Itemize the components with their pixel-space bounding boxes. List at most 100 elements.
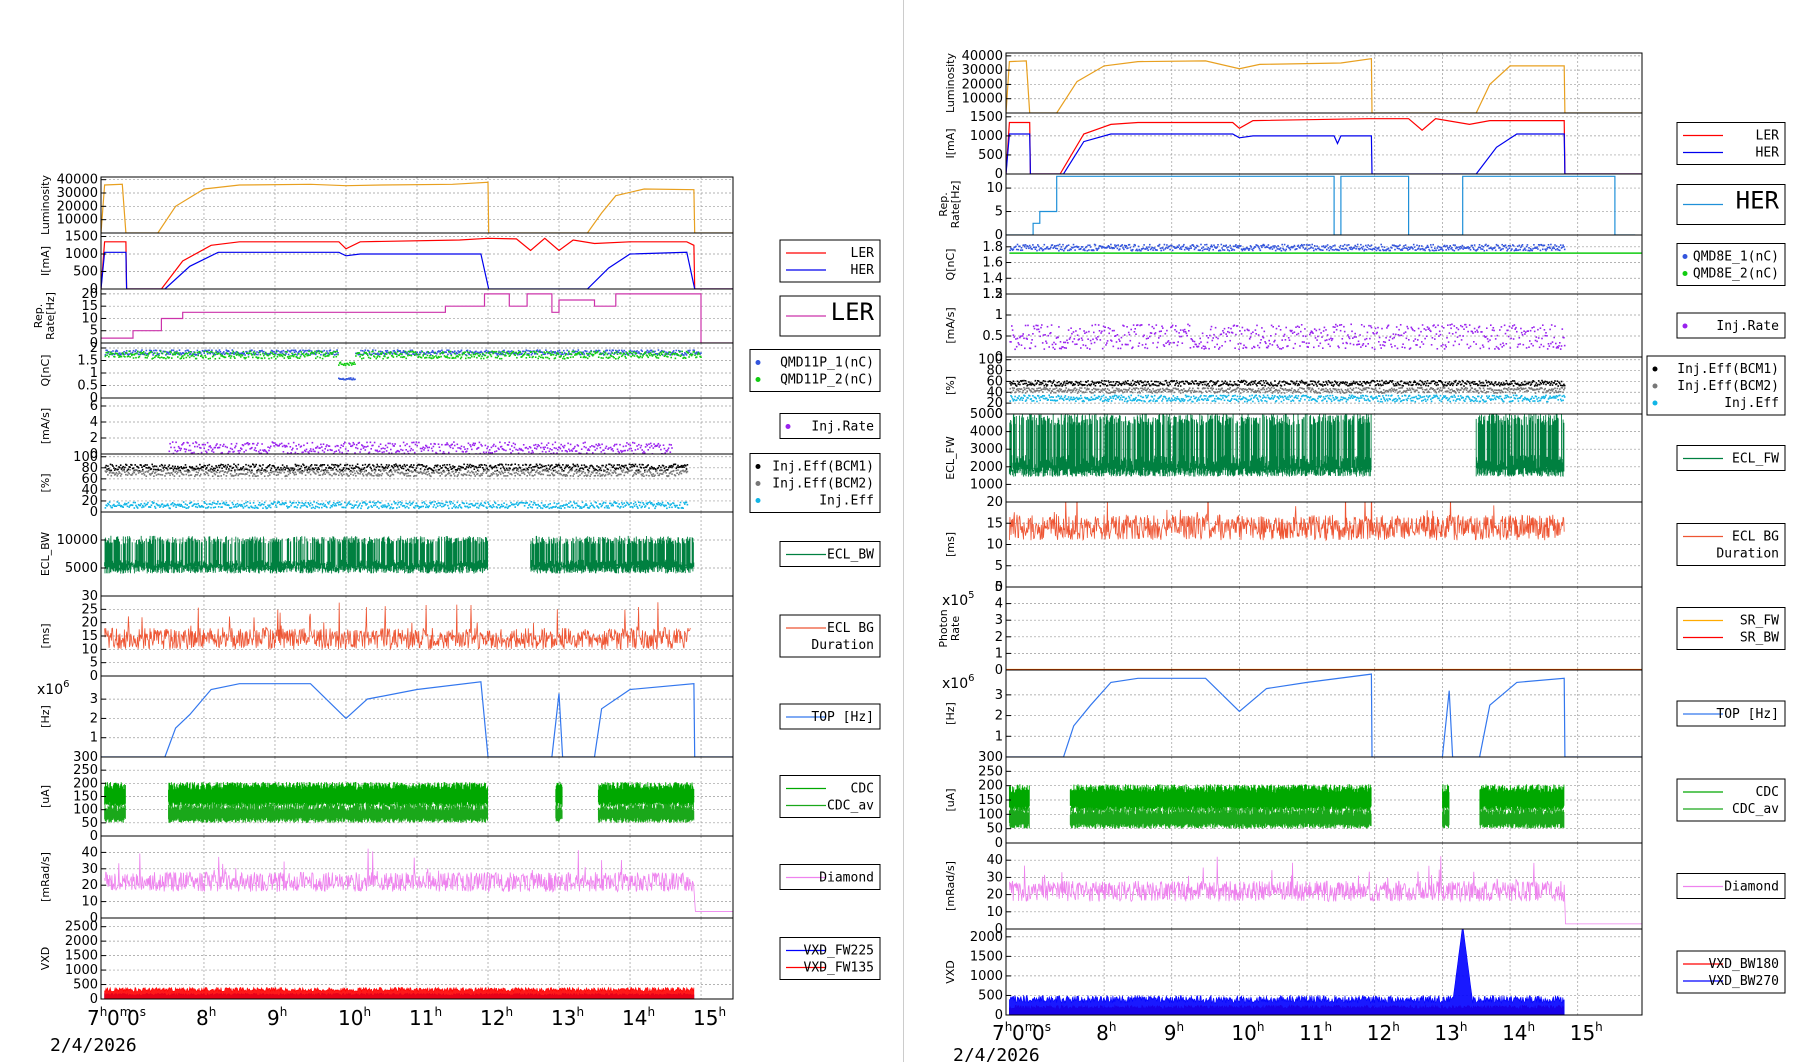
data-point [425,471,428,473]
data-point [486,467,488,470]
data-point [419,506,422,509]
data-point [280,354,283,357]
x-tick-sup: h [363,1005,371,1019]
data-point [453,351,455,354]
data-point [431,349,434,352]
data-point [332,351,334,354]
data-point [361,350,364,352]
data-point [197,354,199,357]
data-point [447,467,449,470]
data-point [534,443,537,446]
data-point [557,352,560,354]
data-point [118,356,120,358]
data-point [601,504,603,507]
data-point [229,469,231,472]
data-point [241,354,244,357]
data-point [464,351,466,353]
data-point [396,355,398,358]
data-point [338,501,341,503]
data-point [1317,247,1319,250]
data-point [223,501,225,504]
data-point [304,474,307,476]
data-point [583,505,586,508]
data-point [244,468,246,470]
data-point [618,503,620,505]
data-point [290,467,292,469]
data-point [195,357,198,360]
data-point [373,472,376,474]
data-point [653,467,655,469]
data-point [537,466,539,469]
data-point [626,502,629,505]
data-point [427,449,430,452]
data-point [366,474,368,477]
data-point [222,464,224,466]
data-point [157,356,159,358]
data-point [283,466,286,468]
data-point [257,468,260,471]
data-point [348,442,350,445]
data-point [636,350,638,352]
data-point [466,448,469,450]
data-point [453,444,456,447]
data-point [1046,246,1049,248]
data-point [1203,248,1205,251]
data-point [206,503,208,506]
data-point [303,464,305,467]
data-point [394,353,396,355]
data-point [352,363,355,365]
data-point [318,474,320,476]
data-point [214,473,217,476]
data-point [303,351,305,354]
data-point [405,502,407,505]
data-point [240,447,242,449]
data-point [269,474,271,476]
data-point [544,446,546,448]
data-point [680,472,683,475]
data-point [578,353,580,355]
data-point [530,353,533,356]
y-tick-label: 30 [81,589,98,604]
data-point [519,351,522,354]
data-point [610,504,613,507]
data-point [230,355,233,357]
data-point [339,446,342,449]
data-point [257,356,260,359]
data-point [683,466,685,468]
data-point [577,475,580,478]
data-point [519,501,522,504]
data-point [1151,246,1154,249]
data-point [653,443,655,445]
data-point [156,468,159,471]
data-point [593,469,596,472]
data-point [250,505,252,508]
data-point [303,502,305,505]
data-point [468,351,470,354]
data-point [213,469,216,472]
data-point [397,501,400,504]
data-point [252,351,255,353]
data-point [517,353,519,356]
data-point [548,450,551,453]
data-point [344,378,346,381]
x-tick-sup: h [100,1005,108,1019]
data-point [217,447,219,449]
data-point [218,357,221,360]
data-point [248,506,251,509]
data-point [436,503,438,505]
data-point [159,357,161,359]
data-point [596,350,598,352]
data-point [134,501,136,504]
data-point [483,501,486,504]
data-point [420,505,423,508]
data-point [545,465,547,467]
data-point [146,470,148,473]
data-point [224,503,227,506]
data-point [1235,244,1237,246]
data-point [561,450,563,452]
data-point [1223,249,1226,251]
data-point [239,503,241,506]
data-point [290,349,292,352]
data-point [188,471,191,473]
data-point [173,467,176,469]
